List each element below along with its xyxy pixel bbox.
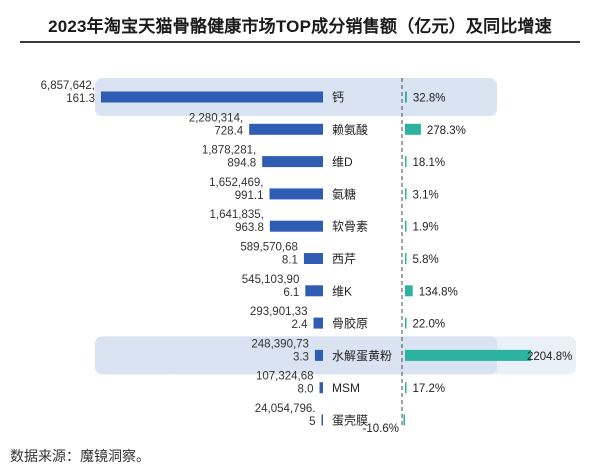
growth-bar-0 xyxy=(405,91,407,103)
source-footnote: 数据来源：魔镜洞察。 xyxy=(10,449,150,465)
sales-bar-5 xyxy=(303,253,323,264)
growth-value-label-4: 1.9% xyxy=(413,222,439,234)
sales-value-label-8: 248,390,73 3.3 xyxy=(251,338,309,363)
growth-value-label-10: -10.6% xyxy=(363,423,399,435)
sales-bar-6 xyxy=(305,285,323,297)
category-label-3: 氨糖 xyxy=(332,186,356,201)
growth-value-label-6: 134.8% xyxy=(419,286,458,298)
growth-bar-10 xyxy=(403,414,405,426)
category-label-9: MSM xyxy=(332,381,360,395)
growth-value-label-5: 5.8% xyxy=(413,254,439,266)
growth-bar-7 xyxy=(405,317,407,329)
sales-value-label-2: 1,878,281, 894.8 xyxy=(202,145,256,170)
growth-bar-1 xyxy=(405,123,421,135)
category-label-0: 钙 xyxy=(332,91,344,105)
growth-bar-6 xyxy=(405,285,413,297)
category-label-8: 水解蛋黄粉 xyxy=(332,349,392,363)
sales-bar-8 xyxy=(314,349,323,361)
sales-value-label-7: 293,901,33 2.4 xyxy=(250,306,308,331)
growth-bar-4 xyxy=(405,220,407,232)
growth-value-label-3: 3.1% xyxy=(413,189,439,201)
sales-growth-chart: 6,857,642, 161.3 钙 32.8% 2,280,314, 728.4 赖氨酸 2… xyxy=(41,78,576,435)
sales-value-label-9: 107,324,68 8.0 xyxy=(256,371,314,396)
sales-bar-1 xyxy=(249,123,323,135)
sales-value-label-10: 24,054,796. 5 xyxy=(255,403,316,428)
title-underline xyxy=(20,41,580,43)
growth-value-label-0: 32.8% xyxy=(413,93,446,105)
growth-value-label-1: 278.3% xyxy=(427,125,466,137)
sales-bar-2 xyxy=(262,156,323,168)
growth-value-label-7: 22.0% xyxy=(413,319,446,331)
category-label-2: 维D xyxy=(332,155,353,169)
category-label-6: 维K xyxy=(332,284,352,298)
growth-bar-9 xyxy=(405,382,407,394)
sales-bar-3 xyxy=(269,188,323,200)
highlight-band-ext-8 xyxy=(170,336,576,375)
sales-value-label-6: 545,103,90 6.1 xyxy=(242,274,300,299)
sales-bar-10 xyxy=(321,414,323,426)
growth-value-label-9: 17.2% xyxy=(413,383,446,395)
sales-value-label-3: 1,652,469, 991.1 xyxy=(209,177,263,202)
growth-bar-5 xyxy=(405,253,407,264)
sales-bar-7 xyxy=(313,317,323,329)
chart-title: 2023年淘宝天猫骨骼健康市场TOP成分销售额（亿元）及同比增速 xyxy=(48,17,552,36)
category-label-10: 蛋壳膜 xyxy=(332,414,368,428)
sales-value-label-5: 589,570,68 8.1 xyxy=(240,242,298,267)
category-label-4: 软骨素 xyxy=(332,220,368,234)
growth-bar-8 xyxy=(405,349,531,361)
category-label-5: 西芹 xyxy=(332,252,356,266)
growth-bar-2 xyxy=(405,156,407,168)
growth-bar-3 xyxy=(405,188,407,200)
growth-value-label-2: 18.1% xyxy=(413,157,446,169)
sales-value-label-1: 2,280,314, 728.4 xyxy=(189,112,244,137)
category-label-1: 赖氨酸 xyxy=(332,122,368,137)
sales-value-label-0: 6,857,642, 161.3 xyxy=(41,80,95,105)
growth-value-label-8: 2204.8% xyxy=(527,351,572,363)
sales-value-label-4: 1,641,835, 963.8 xyxy=(209,209,263,234)
sales-bar-0 xyxy=(101,91,323,103)
sales-bar-9 xyxy=(319,382,323,394)
sales-bar-4 xyxy=(269,220,323,232)
category-label-7: 骨胶原 xyxy=(332,316,368,331)
